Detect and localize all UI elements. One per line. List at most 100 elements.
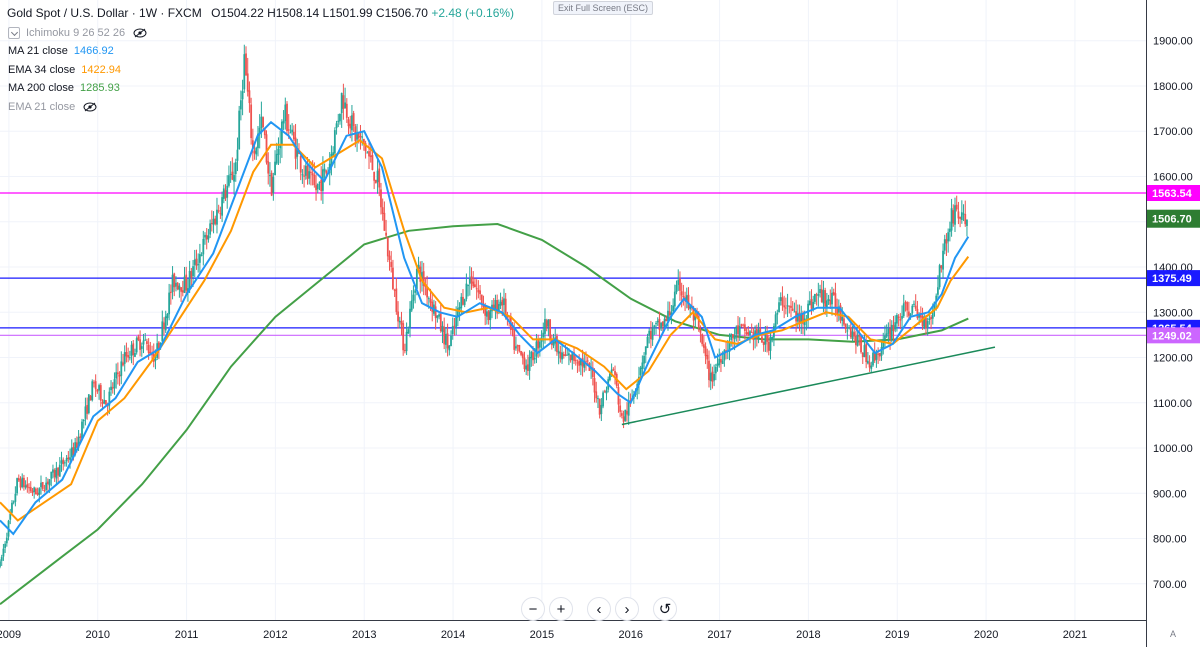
indicator-ema34[interactable]: EMA 34 close 1422.94 bbox=[8, 64, 121, 76]
candle-body bbox=[943, 239, 946, 251]
exit-fullscreen-button[interactable]: Exit Full Screen (ESC) bbox=[553, 1, 654, 15]
candle-body bbox=[547, 319, 550, 327]
candle-body bbox=[533, 357, 536, 360]
auto-scale-button[interactable]: A bbox=[1169, 629, 1176, 639]
candle-body bbox=[200, 254, 203, 257]
zoom-out-button[interactable]: − bbox=[521, 597, 545, 621]
candle-body bbox=[357, 132, 360, 139]
candle-body bbox=[475, 288, 478, 290]
candle-body bbox=[677, 280, 680, 285]
candle-body bbox=[369, 155, 372, 157]
change-value: +2.48 (+0.16%) bbox=[431, 6, 515, 20]
candle-body bbox=[393, 289, 396, 291]
candle-body bbox=[380, 189, 382, 208]
candle-body bbox=[12, 501, 15, 503]
candle-body bbox=[349, 123, 352, 129]
scroll-left-button[interactable]: ‹ bbox=[587, 597, 611, 621]
candle-body bbox=[325, 170, 328, 174]
candle-body bbox=[638, 376, 640, 385]
candle-body bbox=[585, 361, 587, 363]
reset-chart-button[interactable]: ↺ bbox=[653, 597, 677, 621]
candle-body bbox=[730, 333, 733, 340]
candle-body bbox=[33, 487, 36, 493]
candle-body bbox=[711, 371, 714, 382]
candle-body bbox=[43, 490, 46, 492]
chart-navigation-toolbar: − + ‹ › ↺ bbox=[521, 597, 677, 621]
hidden-eye-icon[interactable] bbox=[133, 28, 147, 38]
candle-body bbox=[108, 391, 111, 406]
candle-body bbox=[69, 457, 71, 460]
candle-body bbox=[330, 153, 333, 166]
candle-body bbox=[812, 301, 815, 311]
candle-body bbox=[94, 381, 97, 390]
candle-body bbox=[38, 488, 41, 495]
candle-body bbox=[74, 442, 77, 455]
candle-body bbox=[41, 482, 44, 489]
candle-body bbox=[776, 312, 779, 315]
indicator-ma200[interactable]: MA 200 close 1285.93 bbox=[8, 82, 120, 94]
candle-body bbox=[566, 354, 569, 356]
candle-body bbox=[472, 281, 475, 287]
hidden-eye-icon[interactable] bbox=[83, 102, 97, 112]
candle-body bbox=[737, 325, 739, 334]
y-tick-label: 700.00 bbox=[1153, 579, 1187, 591]
indicator-ichimoku[interactable]: Ichimoku 9 26 52 26 bbox=[8, 27, 147, 39]
collapse-legend-icon[interactable] bbox=[8, 27, 20, 39]
y-tick-label: 900.00 bbox=[1153, 488, 1187, 500]
candle-body bbox=[610, 369, 613, 376]
candle-body bbox=[345, 103, 348, 118]
candle-body bbox=[918, 313, 921, 318]
candle-body bbox=[144, 339, 147, 341]
indicator-ma21[interactable]: MA 21 close 1466.92 bbox=[8, 45, 114, 57]
candle-body bbox=[315, 185, 317, 191]
candle-body bbox=[226, 185, 229, 198]
candle-body bbox=[709, 372, 712, 381]
symbol-title[interactable]: Gold Spot / U.S. Dollar · 1W · FXCM bbox=[7, 6, 202, 20]
candle-body bbox=[77, 436, 80, 448]
candle-body bbox=[166, 314, 169, 319]
candle-body bbox=[171, 274, 174, 292]
candle-body bbox=[940, 265, 943, 269]
indicator-ema21[interactable]: EMA 21 close bbox=[8, 101, 97, 113]
candle-body bbox=[861, 352, 864, 358]
candle-body bbox=[945, 239, 948, 244]
candle-body bbox=[525, 365, 528, 370]
candle-body bbox=[796, 313, 799, 322]
candle-body bbox=[515, 346, 517, 349]
candle-body bbox=[708, 360, 710, 381]
candle-body bbox=[470, 276, 473, 284]
candle-body bbox=[846, 330, 849, 332]
candle-body bbox=[2, 548, 5, 557]
candle-body bbox=[704, 346, 707, 357]
candle-body bbox=[446, 333, 449, 349]
candle-body bbox=[962, 213, 965, 215]
candle-body bbox=[116, 372, 119, 375]
candle-body bbox=[123, 352, 126, 364]
candle-body bbox=[878, 353, 881, 357]
candle-body bbox=[496, 300, 499, 314]
candle-body bbox=[658, 318, 661, 330]
candle-body bbox=[210, 222, 213, 224]
zoom-in-button[interactable]: + bbox=[549, 597, 573, 621]
current-price-label-bg bbox=[1147, 209, 1200, 228]
candle-body bbox=[234, 162, 237, 175]
candle-body bbox=[952, 210, 955, 224]
candle-body bbox=[798, 312, 801, 323]
candle-body bbox=[67, 457, 70, 460]
candle-body bbox=[147, 344, 150, 353]
level-label: 1375.49 bbox=[1152, 273, 1192, 285]
candle-body bbox=[361, 136, 364, 138]
candle-body bbox=[34, 488, 37, 495]
candle-body bbox=[817, 294, 820, 296]
candle-body bbox=[316, 183, 319, 190]
candle-body bbox=[561, 352, 563, 360]
candle-body bbox=[966, 219, 968, 226]
candle-body bbox=[667, 310, 669, 322]
candle-body bbox=[755, 328, 758, 338]
candle-body bbox=[183, 276, 186, 293]
candle-body bbox=[140, 346, 143, 349]
candle-body bbox=[462, 296, 464, 305]
candle-body bbox=[60, 460, 63, 464]
scroll-right-button[interactable]: › bbox=[615, 597, 639, 621]
